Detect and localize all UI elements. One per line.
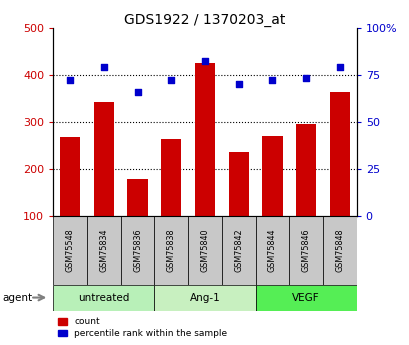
Bar	[87, 216, 120, 285]
Bar	[255, 285, 356, 310]
Point	[201, 59, 208, 64]
Text: agent: agent	[2, 293, 32, 303]
Text: GSM75842: GSM75842	[234, 228, 243, 272]
Bar	[127, 179, 147, 216]
Text: GSM75836: GSM75836	[133, 228, 142, 272]
Text: GSM75846: GSM75846	[301, 228, 310, 272]
Bar	[154, 285, 255, 310]
Bar	[120, 216, 154, 285]
Bar	[329, 92, 349, 216]
Bar	[161, 139, 181, 216]
Point	[134, 89, 141, 94]
Point	[336, 64, 342, 70]
Title: GDS1922 / 1370203_at: GDS1922 / 1370203_at	[124, 12, 285, 27]
Text: GSM75840: GSM75840	[200, 228, 209, 272]
Bar	[289, 216, 322, 285]
Point	[235, 81, 241, 87]
Text: GSM75848: GSM75848	[335, 228, 344, 272]
Text: GSM75838: GSM75838	[166, 228, 175, 272]
Text: GSM75844: GSM75844	[267, 228, 276, 272]
Point	[67, 78, 73, 83]
Text: Ang-1: Ang-1	[189, 293, 220, 303]
Legend: count, percentile rank within the sample: count, percentile rank within the sample	[58, 317, 227, 338]
Text: GSM75834: GSM75834	[99, 228, 108, 272]
Bar	[53, 216, 87, 285]
Text: VEGF: VEGF	[292, 293, 319, 303]
Bar	[322, 216, 356, 285]
Point	[302, 76, 309, 81]
Bar	[154, 216, 188, 285]
Point	[168, 78, 174, 83]
Bar	[262, 136, 282, 216]
Bar	[295, 124, 315, 216]
Bar	[194, 63, 215, 216]
Text: GSM75548: GSM75548	[65, 228, 74, 272]
Point	[268, 78, 275, 83]
Bar	[255, 216, 289, 285]
Point	[100, 64, 107, 70]
Bar	[94, 102, 114, 216]
Text: untreated: untreated	[78, 293, 129, 303]
Bar	[53, 285, 154, 310]
Bar	[60, 137, 80, 216]
Bar	[228, 152, 248, 216]
Bar	[221, 216, 255, 285]
Bar	[188, 216, 221, 285]
